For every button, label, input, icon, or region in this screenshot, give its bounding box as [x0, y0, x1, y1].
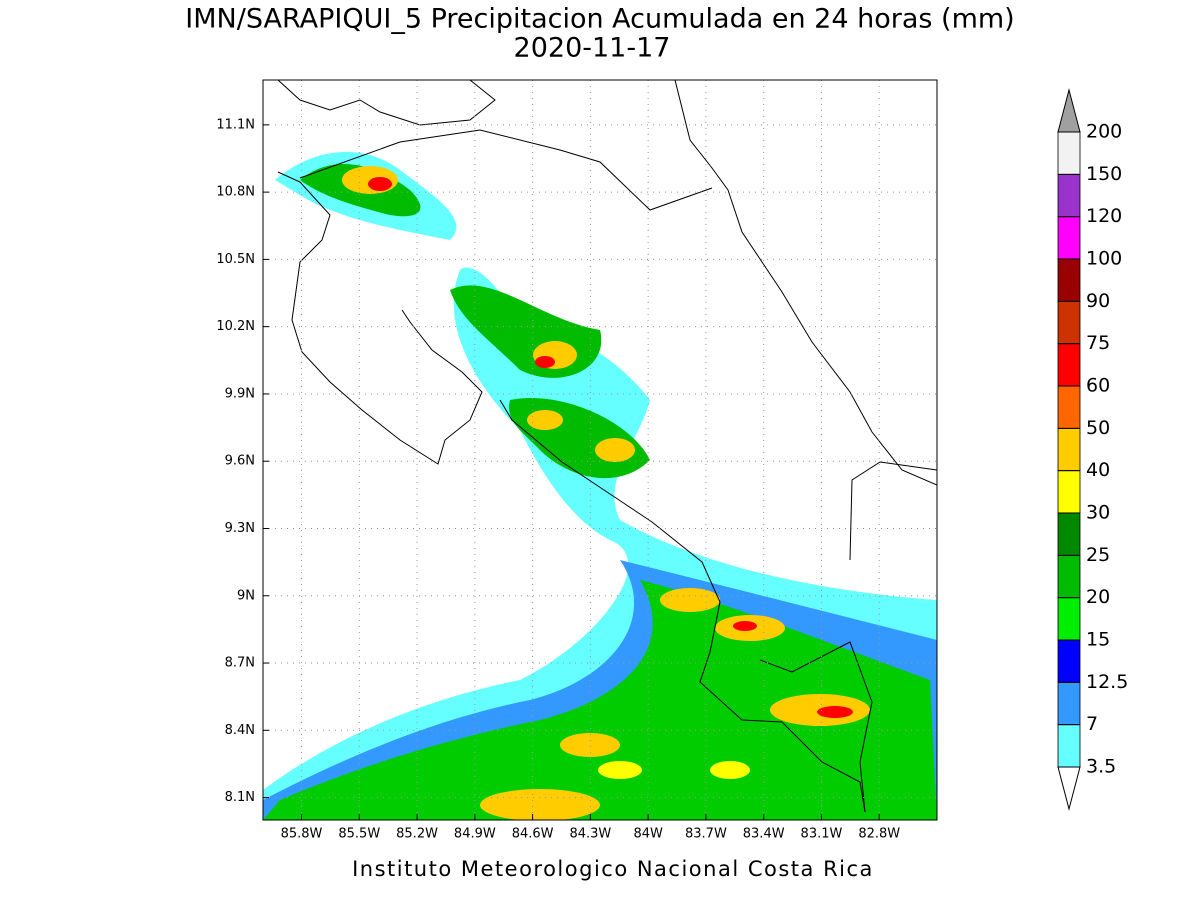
- y-tick-label: 8.7N: [225, 656, 255, 671]
- x-tick-label: 83.1W: [801, 827, 843, 842]
- colorbar-segment: [1057, 724, 1081, 768]
- colorbar-label: 75: [1086, 332, 1110, 354]
- coastlines: [277, 80, 937, 813]
- colorbar-label: 7: [1086, 713, 1098, 735]
- colorbar-segment: [1057, 300, 1081, 345]
- x-tick-label: 85.5W: [338, 827, 380, 842]
- colorbar-label: 25: [1086, 544, 1110, 566]
- colorbar-segment: [1057, 639, 1081, 683]
- colorbar-segment: [1057, 470, 1081, 514]
- grid: [263, 80, 937, 820]
- colorbar-segment: [1057, 597, 1081, 641]
- y-tick-label: 9.6N: [225, 454, 255, 469]
- y-tick-label: 8.1N: [225, 790, 255, 805]
- x-tick-label: 84W: [633, 827, 663, 842]
- y-tick-label: 10.2N: [216, 319, 255, 334]
- y-tick-label: 9N: [237, 588, 255, 603]
- colorbar-label: 12.5: [1086, 671, 1128, 693]
- colorbar-label: 100: [1086, 248, 1122, 270]
- footer: Instituto Meteorologico Nacional Costa R…: [352, 857, 874, 881]
- colorbar-segment: [1057, 173, 1081, 218]
- map-frame: [262, 79, 938, 821]
- colorbar-label: 15: [1086, 629, 1110, 651]
- colorbar-label: 40: [1086, 459, 1110, 481]
- colorbar-under: [1057, 766, 1081, 811]
- colorbar-label: 150: [1086, 163, 1122, 185]
- y-tick-label: 10.5N: [216, 252, 255, 267]
- colorbar-segment: [1057, 512, 1081, 556]
- y-tick-label: 8.4N: [225, 723, 255, 738]
- colorbar-label: 200: [1086, 121, 1122, 143]
- colorbar-label: 3.5: [1086, 756, 1116, 778]
- x-tick-label: 85.8W: [281, 827, 323, 842]
- colorbar-segment: [1057, 681, 1081, 726]
- colorbar-label: 60: [1086, 375, 1110, 397]
- date: 2020-11-17: [514, 33, 671, 64]
- x-tick-label: 85.2W: [396, 827, 438, 842]
- colorbar-over: [1057, 88, 1081, 133]
- x-tick-label: 82.8W: [858, 827, 900, 842]
- y-tick-label: 9.9N: [225, 386, 255, 401]
- colorbar-segment: [1057, 554, 1081, 599]
- x-tick-label: 84.9W: [454, 827, 496, 842]
- colorbar-segment: [1057, 385, 1081, 429]
- title: IMN/SARAPIQUI_5 Precipitacion Acumulada …: [185, 4, 1014, 35]
- colorbar-label: 120: [1086, 205, 1122, 227]
- y-tick-label: 9.3N: [225, 521, 255, 536]
- y-tick-label: 11.1N: [216, 117, 255, 132]
- colorbar-label: 90: [1086, 290, 1110, 312]
- x-tick-label: 83.4W: [743, 827, 785, 842]
- colorbar-label: 20: [1086, 586, 1110, 608]
- colorbar-segment: [1057, 258, 1081, 302]
- colorbar-label: 50: [1086, 417, 1110, 439]
- y-tick-label: 10.8N: [216, 185, 255, 200]
- colorbar-segment: [1057, 427, 1081, 472]
- x-tick-label: 84.3W: [569, 827, 611, 842]
- precip-field: [263, 151, 937, 820]
- x-tick-label: 84.6W: [512, 827, 554, 842]
- colorbar-segment: [1057, 131, 1081, 175]
- colorbar-label: 30: [1086, 502, 1110, 524]
- colorbar-segment: [1057, 343, 1081, 387]
- x-tick-label: 83.7W: [685, 827, 727, 842]
- colorbar-segment: [1057, 216, 1081, 260]
